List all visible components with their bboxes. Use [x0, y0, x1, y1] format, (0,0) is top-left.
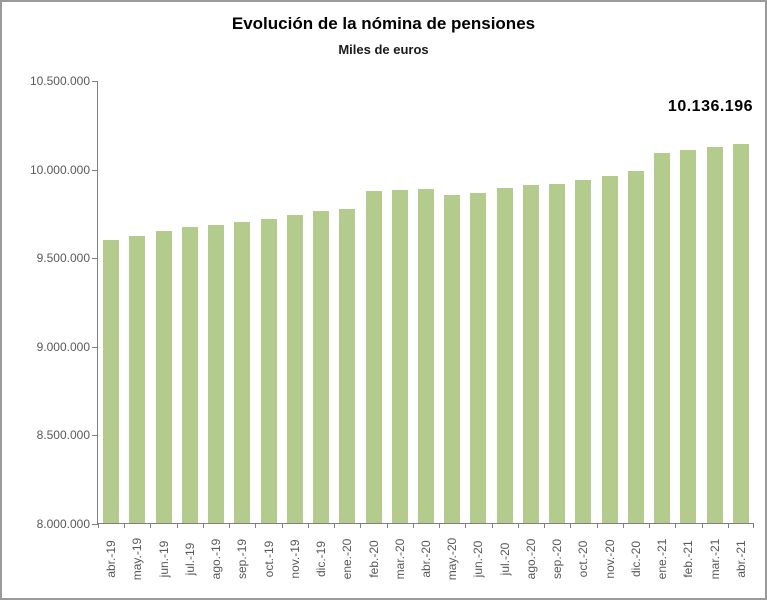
- x-axis-label-ago.-20: ago.-20: [523, 538, 538, 580]
- bar-jun.-19: [155, 231, 172, 523]
- x-axis-label-may.-19: may.-19: [130, 537, 145, 581]
- bar-sep.-19: [234, 222, 251, 523]
- bar-ago.-20: [522, 185, 539, 523]
- x-tick-mark: [360, 523, 362, 528]
- bar-may.-19: [129, 236, 146, 523]
- x-axis-label-jun.-19: jun.-19: [156, 540, 171, 578]
- bar-nov.-20: [601, 176, 618, 523]
- bar-dic.-19: [313, 210, 330, 523]
- bar-nov.-19: [286, 215, 303, 523]
- x-axis-label-nov.-20: nov.-20: [602, 539, 617, 579]
- bar-ene.-21: [654, 152, 671, 523]
- x-axis-label-mar.-21: mar.-21: [707, 538, 722, 580]
- bar-oct.-20: [575, 180, 592, 523]
- x-axis-label-mar.-20: mar.-20: [392, 538, 407, 580]
- x-tick-mark: [701, 523, 703, 528]
- x-tick-mark: [386, 523, 388, 528]
- x-axis-label-oct.-20: oct.-20: [576, 540, 591, 578]
- x-tick-mark: [229, 523, 231, 528]
- y-tick-mark: [92, 346, 98, 348]
- bar-ene.-20: [339, 209, 356, 523]
- x-tick-mark: [675, 523, 677, 528]
- y-tick-label: 10.500.000: [29, 74, 90, 88]
- x-axis-label-abr.-21: abr.-21: [733, 540, 748, 578]
- y-tick-label: 8.500.000: [36, 428, 90, 443]
- x-tick-mark: [570, 523, 572, 528]
- plot-area: 10.500.000 10.000.000 9.500.000 9.000.000 8.…: [30, 74, 754, 580]
- y-tick-label: 10.000.000: [29, 162, 90, 177]
- x-axis-label-jul.-19: jul.-19: [182, 542, 197, 576]
- x-tick-mark: [412, 523, 414, 528]
- x-tick-mark: [334, 523, 336, 528]
- x-tick-mark: [98, 523, 99, 528]
- x-tick-mark: [491, 523, 493, 528]
- last-value-data-label: 10.136.196: [667, 98, 753, 115]
- x-tick-mark: [176, 523, 178, 528]
- x-tick-mark: [439, 523, 441, 528]
- y-tick-mark: [92, 169, 98, 171]
- bar-feb.-21: [680, 150, 697, 523]
- x-tick-mark: [622, 523, 624, 528]
- bar-jul.-20: [496, 188, 513, 523]
- bar-dic.-20: [627, 170, 644, 523]
- x-axis-label-abr.-20: abr.-20: [419, 540, 433, 578]
- y-tick-label: 9.500.000: [36, 251, 90, 266]
- x-tick-mark: [150, 523, 152, 528]
- bar-jun.-20: [470, 192, 487, 523]
- x-axis-label-feb.-21: feb.-21: [681, 540, 696, 578]
- x-tick-mark: [255, 523, 257, 528]
- x-tick-mark: [753, 523, 754, 528]
- x-axis-label-sep.-20: sep.-20: [550, 538, 565, 580]
- x-axis-label-ene.-21: ene.-21: [655, 538, 670, 580]
- bar-abr.-21: [732, 144, 749, 523]
- y-tick-label: 9.000.000: [36, 339, 90, 354]
- x-tick-mark: [517, 523, 519, 528]
- chart-subtitle: Miles de euros: [338, 42, 429, 57]
- bar-mar.-20: [391, 189, 408, 523]
- x-axis-label-oct.-19: oct.-19: [261, 540, 276, 578]
- bar-oct.-19: [260, 219, 277, 523]
- x-axis-label-dic.-19: dic.-19: [314, 540, 329, 578]
- bar-abr.-19: [103, 240, 120, 523]
- x-tick-mark: [307, 523, 309, 528]
- x-tick-mark: [281, 523, 283, 528]
- chart-title: Evolución de la nómina de pensiones: [231, 14, 536, 33]
- x-axis-label-feb.-20: feb.-20: [366, 540, 381, 578]
- x-axis-label-abr.-19: abr.-19: [104, 540, 119, 578]
- x-axis-label-jun.-20: jun.-20: [471, 540, 486, 578]
- x-axis-label-nov.-19: nov.-19: [287, 539, 302, 579]
- y-tick-mark: [92, 435, 98, 437]
- y-tick-label: 8.000.000: [36, 517, 90, 531]
- x-tick-mark: [596, 523, 598, 528]
- x-axis-label-ago.-19: ago.-19: [209, 538, 224, 580]
- x-tick-mark: [727, 523, 729, 528]
- bar-sep.-20: [549, 183, 566, 523]
- y-tick-mark: [92, 81, 98, 82]
- bar-ago.-19: [208, 224, 225, 523]
- x-axis-label-sep.-19: sep.-19: [235, 538, 250, 580]
- bar-abr.-20: [418, 188, 434, 523]
- x-axis-label-may.-20: may.-20: [445, 537, 460, 581]
- y-tick-mark: [92, 524, 98, 525]
- x-tick-mark: [124, 523, 126, 528]
- bar-jul.-19: [181, 227, 198, 523]
- x-tick-mark: [544, 523, 546, 528]
- x-axis-label-jul.-20: jul.-20: [497, 542, 512, 576]
- y-tick-mark: [92, 258, 98, 260]
- bar-feb.-20: [365, 190, 382, 523]
- x-axis-label-dic.-20: dic.-20: [628, 540, 643, 578]
- x-tick-mark: [649, 523, 651, 528]
- bar-may.-20: [444, 195, 461, 523]
- x-tick-mark: [465, 523, 467, 528]
- x-axis-label-ene.-20: ene.-20: [340, 538, 355, 580]
- bar-mar.-21: [706, 147, 723, 523]
- x-tick-mark: [202, 523, 204, 528]
